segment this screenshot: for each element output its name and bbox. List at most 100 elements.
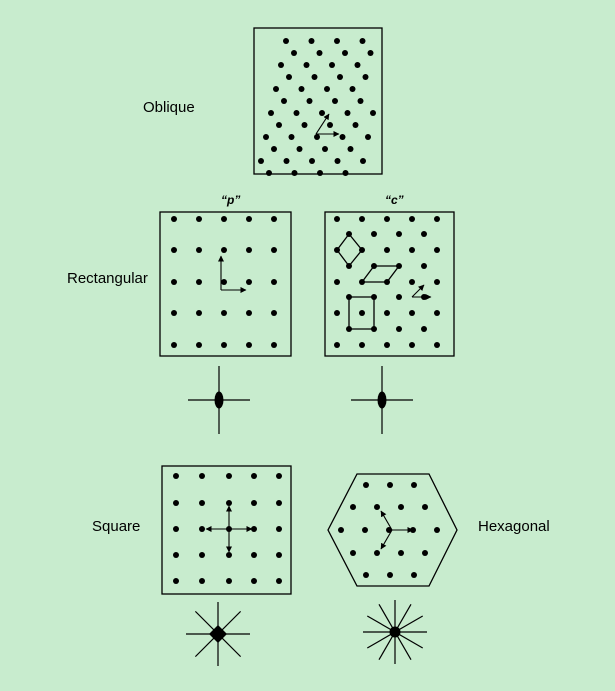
lattice-point	[301, 122, 308, 128]
fourfold-sixfold-symmetry-symbols	[186, 600, 427, 666]
lattice-point	[288, 134, 295, 140]
lattice-point	[298, 86, 305, 92]
lattice-point	[422, 504, 428, 510]
lattice-point	[396, 326, 402, 332]
lattice-point	[306, 98, 313, 104]
lattice-point	[342, 170, 349, 176]
lattice-point	[278, 62, 284, 68]
lattice-point	[422, 550, 428, 556]
lattice-point	[367, 50, 374, 56]
lattice-point	[324, 86, 330, 92]
lattice-point	[384, 310, 390, 316]
lattice-point	[398, 504, 404, 510]
lattice-point	[319, 110, 325, 116]
lattice-point	[421, 263, 427, 269]
lattice-point	[283, 38, 289, 44]
lattice-point	[350, 550, 356, 556]
lattice-point	[352, 122, 359, 128]
lattice-point	[398, 550, 404, 556]
lattice-point	[246, 247, 252, 253]
lattice-point	[316, 50, 323, 56]
lattice-point	[354, 62, 361, 68]
lattice-point	[339, 134, 346, 140]
lattice-point	[286, 74, 292, 80]
lattice-vector-arrow	[380, 510, 393, 531]
lattice-point	[251, 578, 257, 584]
unit-frame	[324, 211, 455, 357]
lattice-point	[196, 279, 202, 285]
hexagonal-lattice	[327, 473, 458, 587]
lattice-point	[199, 500, 205, 506]
lattice-point	[246, 216, 252, 222]
twofold-axis-icon	[214, 391, 224, 409]
lattice-point	[263, 134, 269, 140]
lattice-point	[359, 342, 365, 348]
lattice-point	[334, 342, 340, 348]
lattice-point	[434, 247, 440, 253]
lattice-point	[374, 504, 380, 510]
hexagonal-frame	[327, 473, 458, 587]
square-lattice	[161, 465, 292, 595]
lattice-point	[409, 310, 415, 316]
label-square: Square	[92, 518, 141, 535]
lattice-point	[171, 310, 177, 316]
lattice-point	[246, 342, 252, 348]
lattice-point	[268, 110, 274, 116]
rectangular-centered-lattice	[324, 211, 455, 357]
lattice-point	[311, 74, 318, 80]
lattice-point	[291, 170, 298, 176]
lattice-point	[251, 526, 257, 532]
lattice-point	[171, 216, 177, 222]
lattice-point	[362, 527, 368, 533]
oblique-lattice	[253, 27, 383, 176]
lattice-point	[271, 342, 277, 348]
lattice-point	[293, 110, 300, 116]
lattice-point	[338, 527, 344, 533]
lattice-point	[271, 247, 277, 253]
lattice-point	[329, 62, 335, 68]
lattice-point	[171, 247, 177, 253]
fourfold-axis-icon	[209, 625, 227, 643]
lattice-point	[334, 158, 341, 164]
lattice-point	[271, 216, 277, 222]
lattice-point	[387, 572, 393, 578]
lattice-point	[276, 500, 282, 506]
lattice-point	[226, 473, 232, 479]
sixfold-axis-icon	[389, 626, 401, 638]
lattice-point	[196, 342, 202, 348]
lattice-point	[221, 310, 227, 316]
lattice-point	[258, 158, 264, 164]
lattice-point	[334, 216, 340, 222]
label-rectangular: Rectangular	[67, 270, 148, 287]
lattice-point	[271, 279, 277, 285]
lattice-point	[266, 170, 272, 176]
lattice-point	[434, 279, 440, 285]
lattice-point	[221, 216, 227, 222]
lattice-point	[173, 578, 179, 584]
lattice-point	[409, 279, 415, 285]
twofold-symmetry-symbols	[188, 366, 413, 434]
lattice-point	[246, 279, 252, 285]
lattice-point	[317, 170, 323, 176]
lattice-point	[171, 279, 177, 285]
lattice-point	[342, 50, 348, 56]
centered-rectangular-cell	[348, 296, 375, 330]
unit-frame	[159, 211, 292, 357]
lattice-point	[196, 216, 202, 222]
lattice-point	[384, 342, 390, 348]
lattice-point	[196, 310, 202, 316]
lattice-point	[276, 526, 282, 532]
lattice-point	[322, 146, 328, 152]
rhombic-primitive-cell	[336, 232, 363, 268]
label-primitive: “p”	[221, 193, 241, 207]
lattice-point	[421, 231, 427, 237]
lattice-point	[221, 342, 227, 348]
lattice-point	[359, 310, 365, 316]
lattice-point	[199, 578, 205, 584]
lattice-point	[221, 247, 227, 253]
lattice-point	[271, 310, 277, 316]
lattice-point	[273, 86, 279, 92]
label-centered: “c”	[385, 193, 404, 207]
lattice-point	[308, 38, 315, 44]
